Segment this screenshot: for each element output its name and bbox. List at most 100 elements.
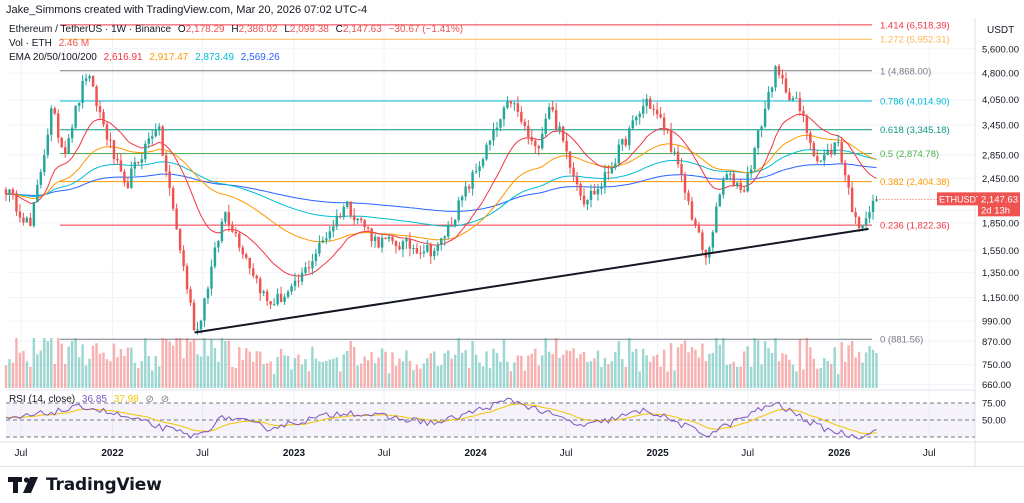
candle-body (561, 126, 565, 141)
candle-body (370, 228, 373, 242)
rsi-pane[interactable] (5, 397, 975, 440)
volume-value: 2.46 M (58, 38, 90, 49)
volume-bar (840, 342, 843, 388)
candle-body (67, 138, 70, 154)
candle-body (690, 201, 694, 220)
candle-body (164, 155, 168, 172)
candle-body (15, 193, 18, 212)
volume-bar (384, 351, 387, 388)
candle-body (648, 98, 652, 109)
volume-bar (582, 351, 586, 388)
time-tick-label: 2023 (283, 448, 306, 459)
candle-body (857, 217, 861, 229)
volume-bar (763, 341, 767, 388)
volume-bar (429, 353, 433, 388)
volume-bar (850, 340, 854, 388)
fib-label-0.786: 0.786 (4,014.90) (880, 97, 950, 108)
candle-body (178, 229, 182, 251)
price-tick-label: 5,600.00 (982, 44, 1019, 55)
volume-bar (112, 343, 116, 388)
candle-body (788, 92, 791, 101)
candle-body (809, 132, 812, 144)
candle-body (318, 242, 321, 254)
candle-body (419, 253, 422, 255)
candle-body (171, 188, 175, 209)
volume-bar (53, 363, 56, 388)
price-tick-label: 3,450.00 (982, 120, 1019, 131)
ema-legend[interactable]: EMA 20/50/100/200 2,616.91 2,917.47 2,87… (9, 52, 284, 63)
candle-body (450, 224, 453, 226)
candlesticks[interactable] (4, 63, 878, 335)
fibonacci-levels[interactable]: 1.414 (6,518.39) 1.272 (5,952.31) 1 (4,868… (60, 20, 950, 346)
symbol-legend[interactable]: Ethereum / TetherUS · 1W · Binance O2,17… (9, 24, 467, 35)
volume-bar (102, 352, 105, 388)
volume-bar (554, 338, 558, 388)
volume-legend[interactable]: Vol · ETH 2.46 M (9, 38, 93, 49)
volume-bar (857, 352, 861, 388)
volume-bar (481, 366, 485, 388)
time-axis[interactable]: Jul 2022 Jul 2023 Jul 2024 Jul 2025 Jul 2026 Jul (15, 448, 936, 459)
volume-bar (178, 338, 182, 388)
candle-body (784, 78, 788, 93)
volume-bar (655, 354, 659, 388)
volume-bar (830, 363, 833, 388)
candle-body (213, 247, 217, 267)
candle-body (217, 240, 220, 248)
volume-bar (405, 350, 408, 388)
volume-bar (196, 354, 199, 388)
price-tick-label: 4,800.00 (982, 69, 1019, 80)
candle-body (516, 103, 520, 112)
rsi-label: RSI (14, close) (9, 394, 76, 405)
candle-body (861, 225, 864, 229)
symbol-name[interactable]: Ethereum / TetherUS · 1W · Binance (9, 24, 172, 35)
candle-body (50, 108, 53, 135)
volume-bar (262, 364, 265, 388)
candle-body (638, 113, 641, 118)
candle-body (36, 184, 39, 203)
volume-bar (433, 351, 436, 388)
volume-bar (133, 362, 137, 388)
volume-bar (116, 357, 119, 388)
volume-bar (46, 341, 50, 388)
eye-icon[interactable]: ⊘ (145, 394, 154, 405)
volume-bar (527, 355, 530, 388)
volume-bar (568, 350, 572, 388)
time-tick-label: 2025 (647, 448, 670, 459)
tradingview-brand[interactable]: TradingView (8, 475, 162, 495)
candle-body (520, 111, 523, 122)
trendline[interactable] (194, 227, 869, 334)
candle-body (777, 66, 781, 75)
candle-body (572, 167, 575, 177)
price-axis[interactable]: USDT 5,600.00 4,800.00 4,050.00 3,450.00 2,85… (876, 25, 1020, 427)
volume-bar (203, 338, 206, 388)
candle-body (157, 126, 161, 131)
volume-bar (701, 343, 704, 388)
price-tick-label: 990.00 (982, 317, 1011, 328)
candle-body (666, 129, 669, 131)
rsi-value: 36.85 (81, 394, 107, 405)
price-tick-label: 1,550.00 (982, 246, 1019, 257)
volume-bar (279, 348, 283, 388)
ohlc-high-label: H (231, 24, 239, 35)
candle-body (554, 110, 558, 130)
volume-bar (516, 355, 520, 388)
candle-body (401, 241, 405, 250)
volume-bar (283, 355, 286, 388)
candle-body (91, 76, 95, 87)
rsi-legend[interactable]: RSI (14, close) 36.85 37.98 ⊘ ⊘ (9, 394, 173, 405)
volume-bar (314, 358, 318, 388)
candle-body (812, 143, 816, 157)
volume-bar (67, 346, 70, 388)
price-tick-label: 2,850.00 (982, 150, 1019, 161)
candle-body (732, 173, 735, 187)
price-chart[interactable]: 1.414 (6,518.39) 1.272 (5,952.31) 1 (4,868… (0, 0, 1024, 466)
volume-bar (199, 356, 203, 388)
volume-bar (478, 362, 481, 388)
volume-bar (788, 359, 791, 388)
volume-bar (50, 338, 53, 388)
candle-body (624, 139, 628, 146)
volume-bar (224, 341, 227, 388)
volume-bar (729, 363, 732, 388)
settings-icon[interactable]: ⊘ (160, 394, 170, 405)
candle-body (189, 289, 192, 303)
